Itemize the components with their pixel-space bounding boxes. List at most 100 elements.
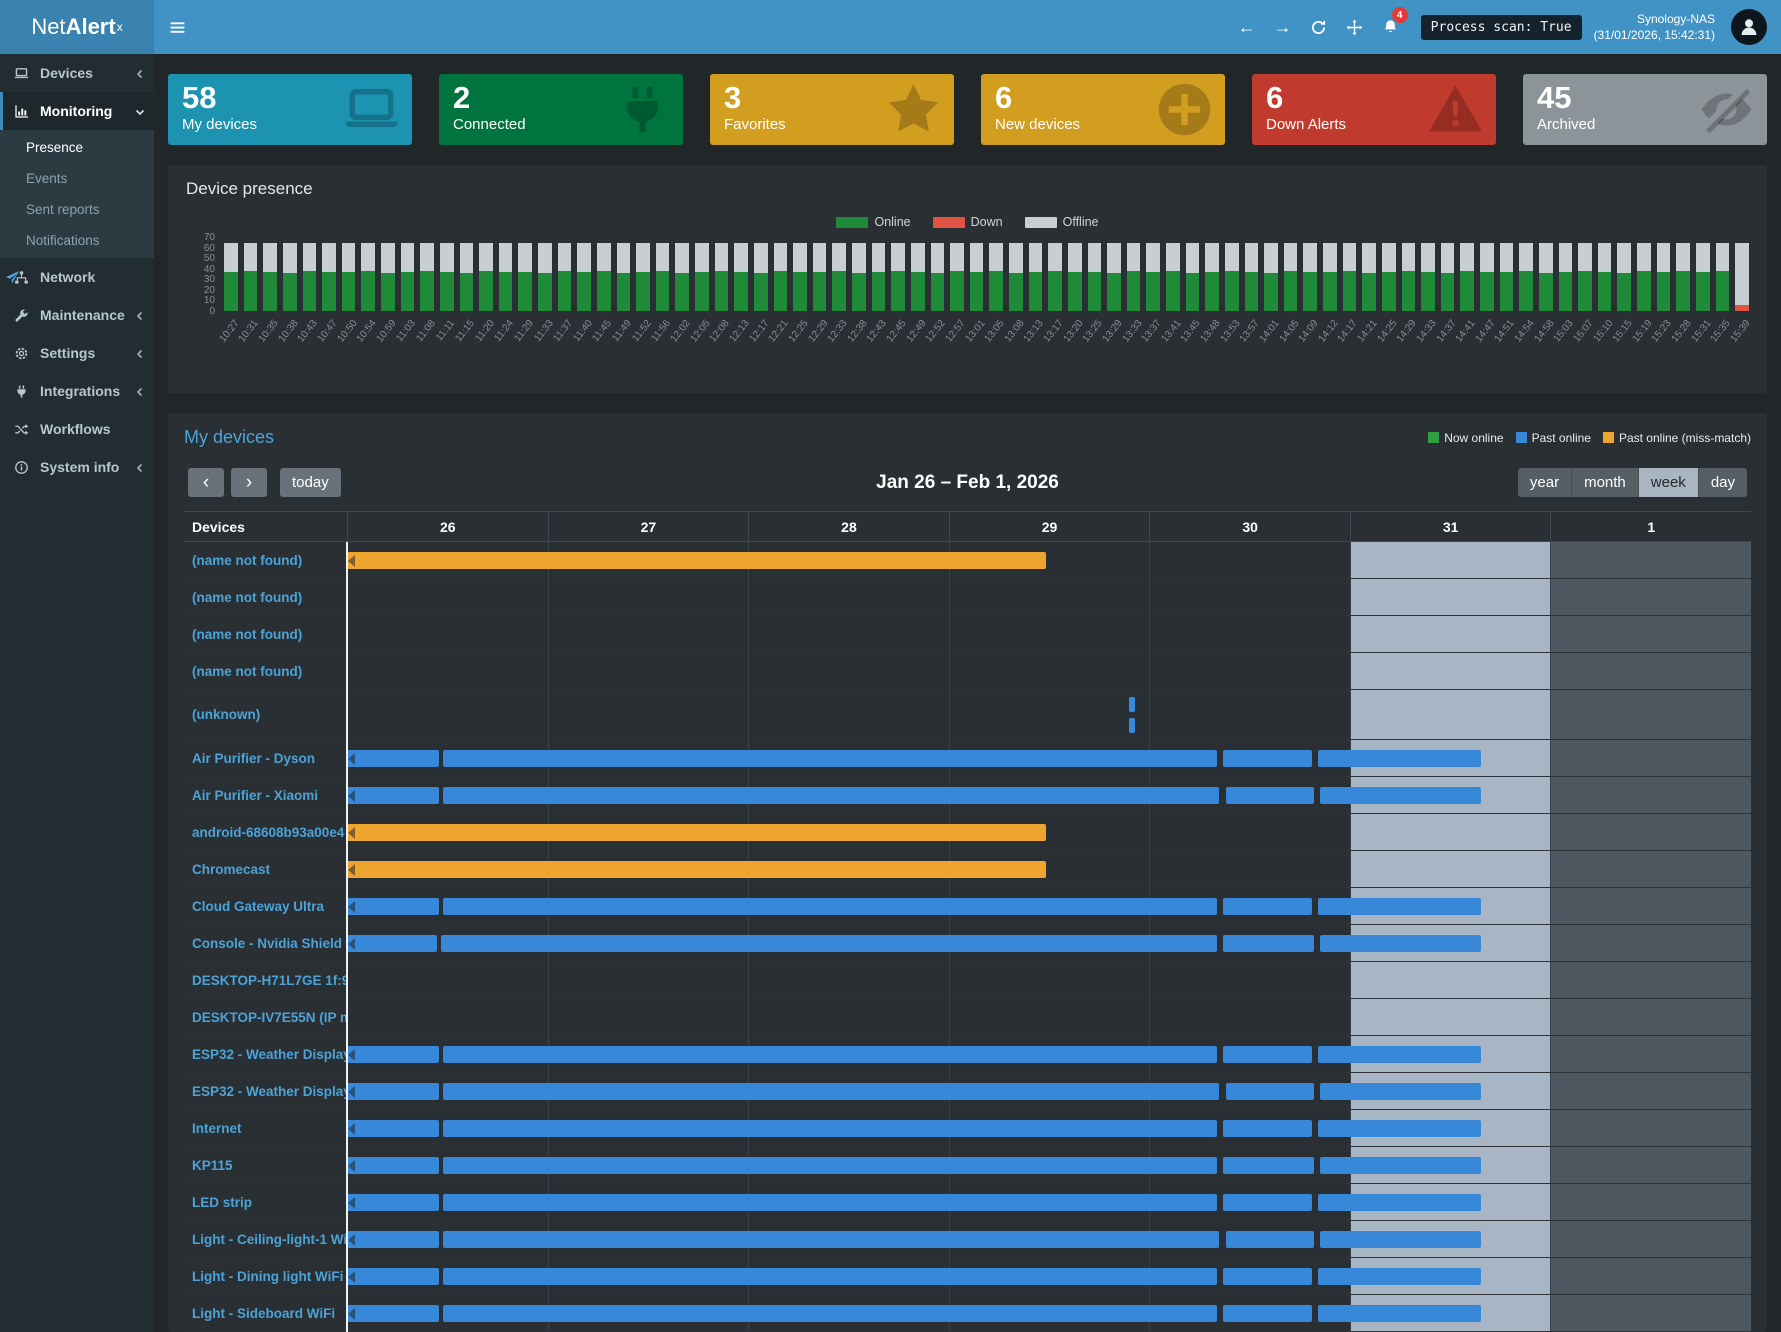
timeline-event-bar[interactable] bbox=[347, 750, 440, 767]
today-button[interactable]: today bbox=[280, 468, 341, 497]
timeline-event-bar[interactable] bbox=[1223, 1046, 1312, 1063]
timeline-event-bar[interactable] bbox=[347, 935, 438, 952]
timeline-event-bar[interactable] bbox=[347, 1120, 440, 1137]
timeline-event-bar[interactable] bbox=[443, 1083, 1220, 1100]
device-name[interactable]: (unknown) bbox=[192, 707, 261, 722]
device-name[interactable]: Internet bbox=[192, 1120, 242, 1136]
timeline-event-bar[interactable] bbox=[1223, 898, 1312, 915]
sidebar-subitem-sent-reports[interactable]: Sent reports bbox=[26, 202, 100, 217]
device-name[interactable]: ESP32 - Weather Display bbox=[192, 1046, 347, 1062]
timeline-event-bar[interactable] bbox=[443, 1268, 1218, 1285]
timeline-event-bar[interactable] bbox=[1317, 1194, 1482, 1211]
sidebar-subitem-presence[interactable]: Presence bbox=[26, 140, 84, 155]
notifications-bell-icon[interactable]: 4 bbox=[1373, 0, 1409, 54]
timeline-event-bar[interactable] bbox=[1317, 1046, 1482, 1063]
device-name[interactable]: Console - Nvidia Shield bbox=[192, 935, 343, 951]
update-indicator-icon[interactable] bbox=[5, 270, 20, 285]
timeline-event-bar[interactable] bbox=[1223, 1305, 1312, 1322]
sidebar-item-integrations[interactable]: Integrations bbox=[0, 372, 154, 410]
timeline-event-bar[interactable] bbox=[1223, 1194, 1312, 1211]
device-name[interactable]: Air Purifier - Dyson bbox=[192, 750, 316, 766]
timeline-event-bar[interactable] bbox=[347, 824, 1046, 841]
device-name[interactable]: (name not found) bbox=[192, 552, 303, 568]
card-favorites[interactable]: 3 Favorites bbox=[710, 74, 954, 145]
view-button-day[interactable]: day bbox=[1698, 468, 1747, 497]
sidebar-toggle-button[interactable] bbox=[154, 0, 200, 54]
device-name[interactable]: Chromecast bbox=[192, 861, 271, 877]
sidebar-item-workflows[interactable]: Workflows bbox=[0, 410, 154, 448]
timeline-event-bar[interactable] bbox=[1317, 750, 1482, 767]
timeline-event-bar[interactable] bbox=[1317, 1120, 1482, 1137]
nav-forward-icon[interactable]: → bbox=[1273, 16, 1292, 37]
timeline-event-bar[interactable] bbox=[1223, 935, 1314, 952]
timeline-event-bar[interactable] bbox=[1319, 1231, 1482, 1248]
timeline-event-bar[interactable] bbox=[443, 1305, 1218, 1322]
device-name[interactable]: ESP32 - Weather Display bbox=[192, 1083, 347, 1099]
timeline-event-bar[interactable] bbox=[1317, 1268, 1482, 1285]
timeline-event-bar[interactable] bbox=[1225, 787, 1314, 804]
timeline-event-bar[interactable] bbox=[443, 787, 1220, 804]
device-name[interactable]: Air Purifier - Xiaomi bbox=[192, 787, 319, 803]
timeline-event-bar[interactable] bbox=[443, 1194, 1218, 1211]
nav-back-icon[interactable]: ← bbox=[1237, 16, 1256, 37]
timeline-event-bar[interactable] bbox=[347, 898, 440, 915]
timeline-event-bar[interactable] bbox=[1317, 1305, 1482, 1322]
sidebar-item-network[interactable]: Network bbox=[0, 258, 154, 296]
timeline-event-bar[interactable] bbox=[1223, 750, 1312, 767]
timeline-event-bar[interactable] bbox=[1223, 1268, 1312, 1285]
timeline-event-bar[interactable] bbox=[1317, 898, 1482, 915]
timeline-event-bar[interactable] bbox=[1319, 1157, 1482, 1174]
sidebar-item-monitoring[interactable]: Monitoring bbox=[0, 92, 154, 130]
timeline-event-bar[interactable] bbox=[347, 1046, 440, 1063]
prev-button[interactable]: ‹ bbox=[188, 468, 224, 497]
timeline-event-bar[interactable] bbox=[1223, 1157, 1314, 1174]
timeline-event-bar[interactable] bbox=[443, 1046, 1218, 1063]
timeline-event-bar[interactable] bbox=[347, 1231, 440, 1248]
timeline-event-bar[interactable] bbox=[347, 1305, 440, 1322]
app-logo[interactable]: Net Alert x bbox=[0, 0, 154, 54]
device-name[interactable]: (name not found) bbox=[192, 663, 303, 679]
maintenance-actions-icon[interactable] bbox=[1337, 0, 1373, 54]
timeline-event-bar[interactable] bbox=[347, 1083, 440, 1100]
device-name[interactable]: LED strip bbox=[192, 1194, 253, 1210]
device-name[interactable]: (name not found) bbox=[192, 589, 303, 605]
next-button[interactable]: › bbox=[231, 468, 267, 497]
timeline-event-bar[interactable] bbox=[443, 1120, 1218, 1137]
device-name[interactable]: KP115 bbox=[192, 1157, 233, 1173]
timeline-event-bar[interactable] bbox=[347, 861, 1046, 878]
timeline-event-bar[interactable] bbox=[347, 787, 440, 804]
device-name[interactable]: Light - Sideboard WiFi bbox=[192, 1305, 336, 1321]
timeline-event-bar[interactable] bbox=[443, 750, 1218, 767]
timeline-event-bar[interactable] bbox=[347, 1157, 440, 1174]
timeline-event-bar[interactable] bbox=[1319, 935, 1482, 952]
timeline-event-bar[interactable] bbox=[1225, 1083, 1314, 1100]
sidebar-item-settings[interactable]: Settings bbox=[0, 334, 154, 372]
card-my-devices[interactable]: 58 My devices bbox=[168, 74, 412, 145]
timeline-event-bar[interactable] bbox=[441, 935, 1218, 952]
timeline-event-bar[interactable] bbox=[443, 1231, 1220, 1248]
timeline-event-bar[interactable] bbox=[1225, 1231, 1314, 1248]
device-name[interactable]: DESKTOP-IV7E55N (IP m bbox=[192, 1009, 347, 1025]
timeline-event-bar[interactable] bbox=[1129, 697, 1136, 712]
card-new-devices[interactable]: 6 New devices bbox=[981, 74, 1225, 145]
device-name[interactable]: DESKTOP-H71L7GE 1f:99 bbox=[192, 972, 347, 988]
device-name[interactable]: Light - Dining light WiFi bbox=[192, 1268, 344, 1284]
timeline-event-bar[interactable] bbox=[1129, 718, 1136, 733]
timeline-event-bar[interactable] bbox=[443, 1157, 1218, 1174]
timeline-event-bar[interactable] bbox=[443, 898, 1218, 915]
card-connected[interactable]: 2 Connected bbox=[439, 74, 683, 145]
view-button-month[interactable]: month bbox=[1572, 468, 1639, 497]
device-name[interactable]: android-68608b93a00e4 bbox=[192, 824, 345, 840]
device-name[interactable]: (name not found) bbox=[192, 626, 303, 642]
sidebar-item-maintenance[interactable]: Maintenance bbox=[0, 296, 154, 334]
sidebar-item-systeminfo[interactable]: System info bbox=[0, 448, 154, 486]
user-avatar[interactable] bbox=[1731, 9, 1767, 45]
timeline-event-bar[interactable] bbox=[1319, 787, 1482, 804]
refresh-icon[interactable] bbox=[1301, 0, 1337, 54]
view-button-week[interactable]: week bbox=[1638, 468, 1699, 497]
device-name[interactable]: Cloud Gateway Ultra bbox=[192, 898, 325, 914]
timeline-event-bar[interactable] bbox=[1223, 1120, 1312, 1137]
sidebar-subitem-notifications[interactable]: Notifications bbox=[26, 233, 100, 248]
timeline-event-bar[interactable] bbox=[347, 1194, 440, 1211]
card-down-alerts[interactable]: 6 Down Alerts bbox=[1252, 74, 1496, 145]
